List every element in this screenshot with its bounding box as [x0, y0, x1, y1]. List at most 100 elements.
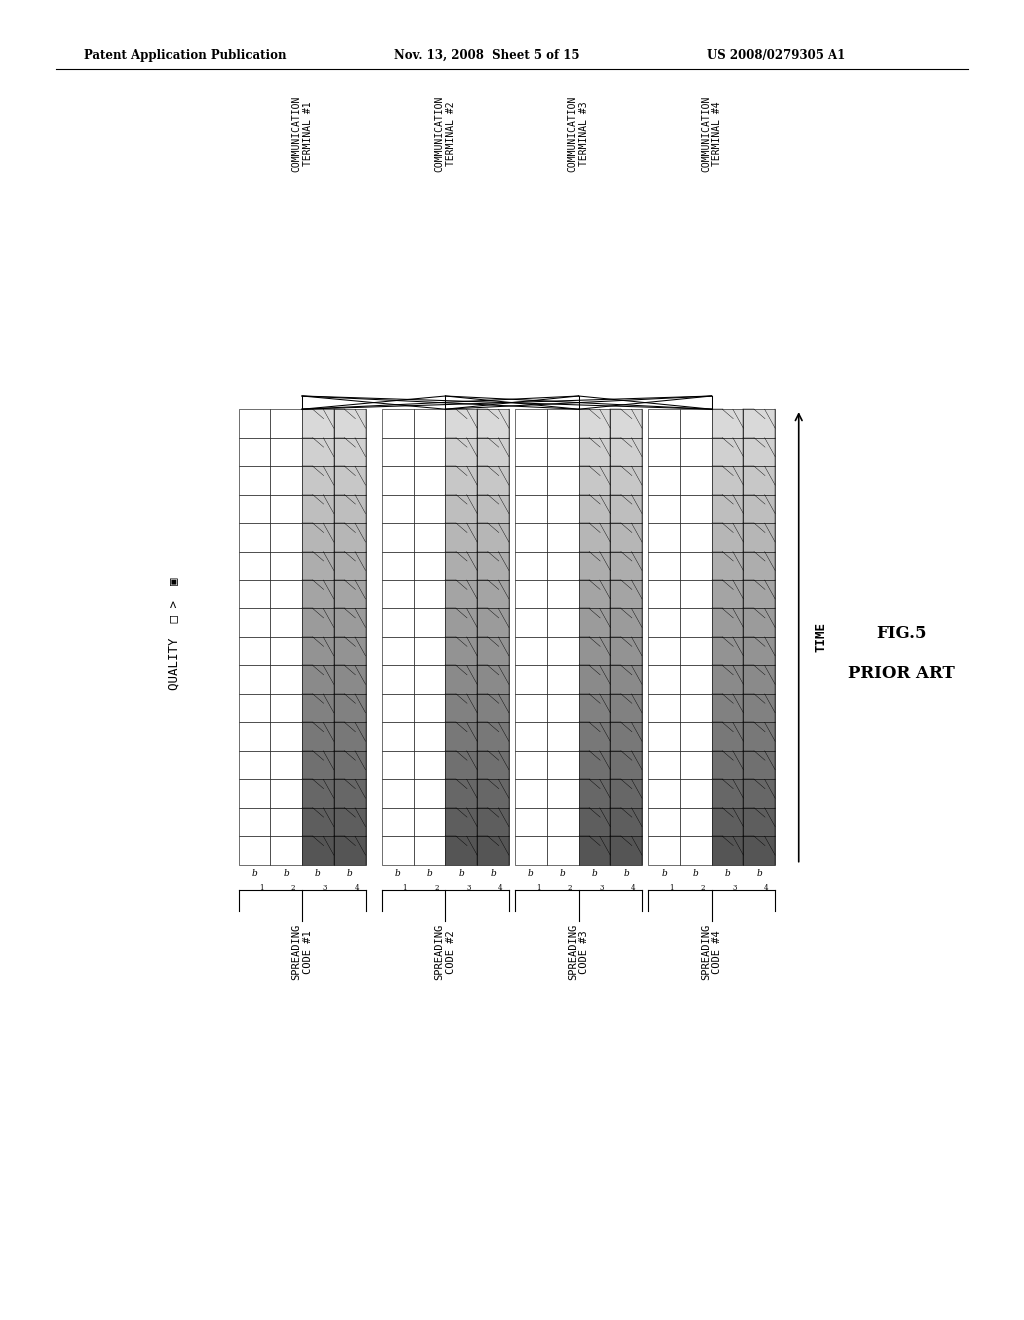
Bar	[579, 694, 610, 722]
Bar	[712, 808, 743, 836]
Bar	[414, 466, 445, 495]
Bar	[382, 466, 414, 495]
Bar	[270, 552, 302, 579]
Bar	[414, 808, 445, 836]
Text: 1: 1	[536, 884, 541, 892]
Bar	[712, 438, 743, 466]
Text: PRIOR ART: PRIOR ART	[848, 665, 954, 681]
Bar	[445, 409, 477, 438]
Bar	[743, 694, 775, 722]
Bar	[414, 836, 445, 865]
Bar	[382, 579, 414, 609]
Bar	[477, 836, 509, 865]
Bar	[382, 438, 414, 466]
Text: b: b	[528, 869, 534, 878]
Bar	[239, 808, 270, 836]
Bar	[334, 466, 366, 495]
Bar	[477, 779, 509, 808]
Bar	[712, 694, 743, 722]
Bar	[239, 779, 270, 808]
Bar	[610, 609, 642, 638]
Bar	[680, 694, 712, 722]
Bar	[334, 552, 366, 579]
Bar	[610, 523, 642, 552]
Bar	[270, 665, 302, 694]
Text: 2: 2	[700, 884, 706, 892]
Bar	[270, 466, 302, 495]
Bar	[743, 665, 775, 694]
Text: 3: 3	[323, 884, 327, 892]
Bar	[743, 609, 775, 638]
Bar	[610, 552, 642, 579]
Bar	[547, 523, 579, 552]
Bar	[515, 665, 547, 694]
Bar	[515, 552, 547, 579]
Bar	[302, 523, 334, 552]
Bar	[547, 466, 579, 495]
Bar	[648, 779, 680, 808]
Bar	[648, 438, 680, 466]
Bar	[547, 638, 579, 665]
Bar	[610, 409, 642, 438]
Bar	[515, 694, 547, 722]
Bar	[302, 722, 334, 751]
Text: Nov. 13, 2008  Sheet 5 of 15: Nov. 13, 2008 Sheet 5 of 15	[394, 49, 580, 62]
Bar	[515, 438, 547, 466]
Bar	[334, 722, 366, 751]
Bar	[477, 722, 509, 751]
Bar	[270, 751, 302, 779]
Bar	[477, 523, 509, 552]
Bar	[712, 751, 743, 779]
Bar	[680, 523, 712, 552]
Bar	[302, 779, 334, 808]
Bar	[414, 523, 445, 552]
Bar	[334, 808, 366, 836]
Bar	[515, 523, 547, 552]
Text: TIME: TIME	[814, 622, 827, 652]
Text: b: b	[347, 869, 352, 878]
Text: b: b	[725, 869, 730, 878]
Bar	[648, 665, 680, 694]
Bar	[414, 609, 445, 638]
Bar	[648, 409, 680, 438]
Bar	[515, 409, 547, 438]
Text: FIG.5: FIG.5	[876, 626, 927, 642]
Text: b: b	[284, 869, 289, 878]
Bar	[515, 722, 547, 751]
Bar	[515, 808, 547, 836]
Bar	[270, 438, 302, 466]
Bar	[680, 751, 712, 779]
Bar	[239, 751, 270, 779]
Bar	[743, 638, 775, 665]
Bar	[382, 523, 414, 552]
Bar	[270, 694, 302, 722]
Bar	[610, 836, 642, 865]
Bar	[270, 638, 302, 665]
Bar	[680, 808, 712, 836]
Bar	[445, 808, 477, 836]
Bar	[445, 466, 477, 495]
Bar	[712, 552, 743, 579]
Bar	[414, 438, 445, 466]
Bar	[648, 751, 680, 779]
Bar	[515, 579, 547, 609]
Bar	[445, 638, 477, 665]
Bar	[477, 638, 509, 665]
Bar	[610, 438, 642, 466]
Bar	[515, 836, 547, 865]
Text: b: b	[315, 869, 321, 878]
Bar	[302, 409, 334, 438]
Bar	[382, 495, 414, 523]
Bar	[648, 579, 680, 609]
Bar	[445, 779, 477, 808]
Text: 4: 4	[764, 884, 769, 892]
Bar	[302, 665, 334, 694]
Text: 3: 3	[732, 884, 736, 892]
Bar	[743, 495, 775, 523]
Bar	[477, 579, 509, 609]
Text: SPREADING
CODE #4: SPREADING CODE #4	[700, 924, 723, 981]
Bar	[743, 722, 775, 751]
Bar	[382, 779, 414, 808]
Bar	[445, 609, 477, 638]
Bar	[515, 609, 547, 638]
